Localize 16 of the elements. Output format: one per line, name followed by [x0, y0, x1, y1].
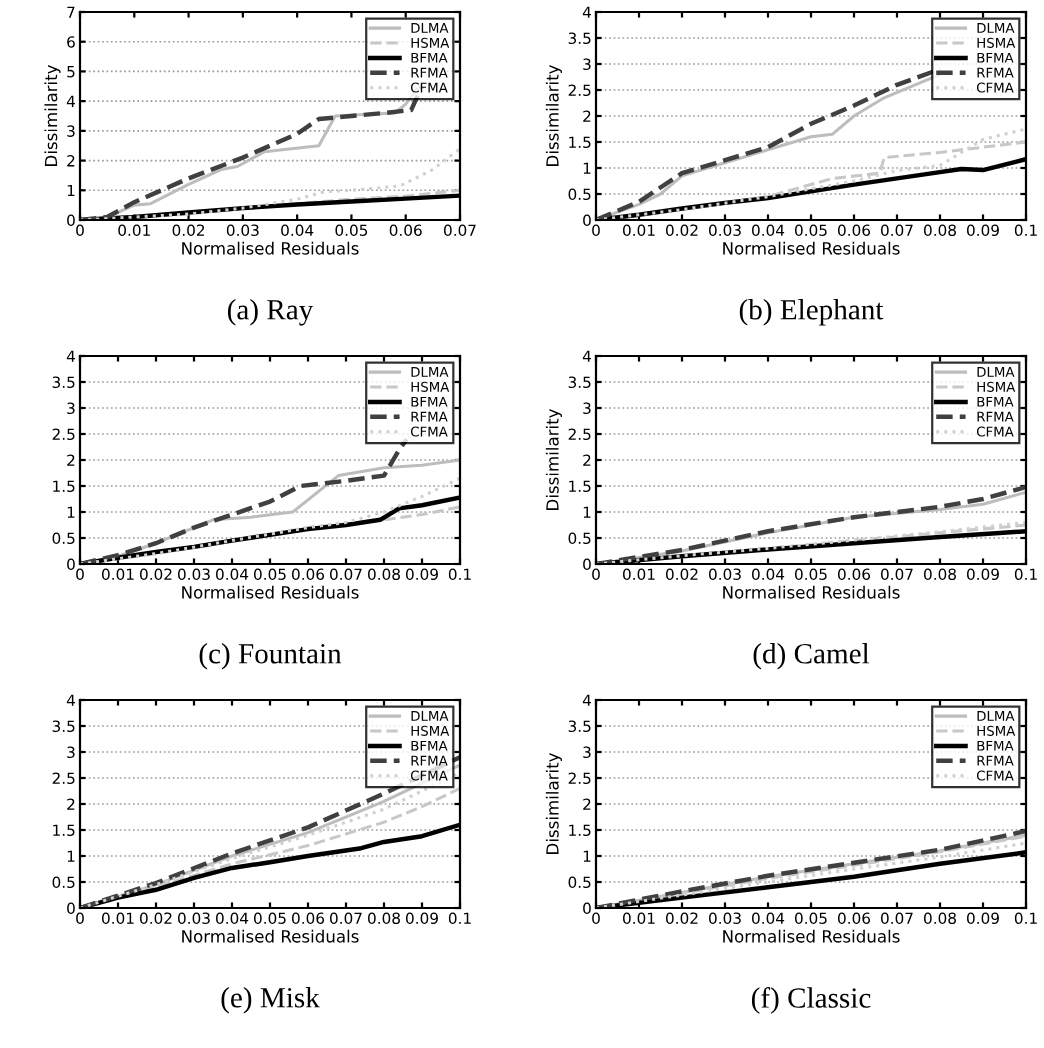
text: (a) Ray: [227, 299, 314, 326]
x-axis-title: Normalised Residuals: [723, 241, 900, 255]
text: (e) Misk: [221, 987, 320, 1014]
x-axis-title: Normalised Residuals: [723, 585, 900, 599]
text: (d) Camel: [753, 643, 870, 670]
text: (f) Classic: [751, 987, 871, 1014]
y-axis-title: Dissimilarity: [545, 64, 562, 166]
x-axis-title: Normalised Residuals: [723, 929, 900, 943]
y-axis-title: Dissimilarity: [545, 752, 562, 854]
y-axis-title: Dissimilarity: [44, 64, 61, 166]
text: (b) Elephant: [739, 299, 884, 326]
x-axis-title: Normalised Residuals: [182, 929, 359, 943]
x-axis-title: Normalised Residuals: [182, 241, 359, 255]
x-axis-title: Normalised Residuals: [182, 585, 359, 599]
y-axis-title: Dissimilarity: [545, 408, 562, 510]
text: (c) Fountain: [199, 643, 342, 670]
